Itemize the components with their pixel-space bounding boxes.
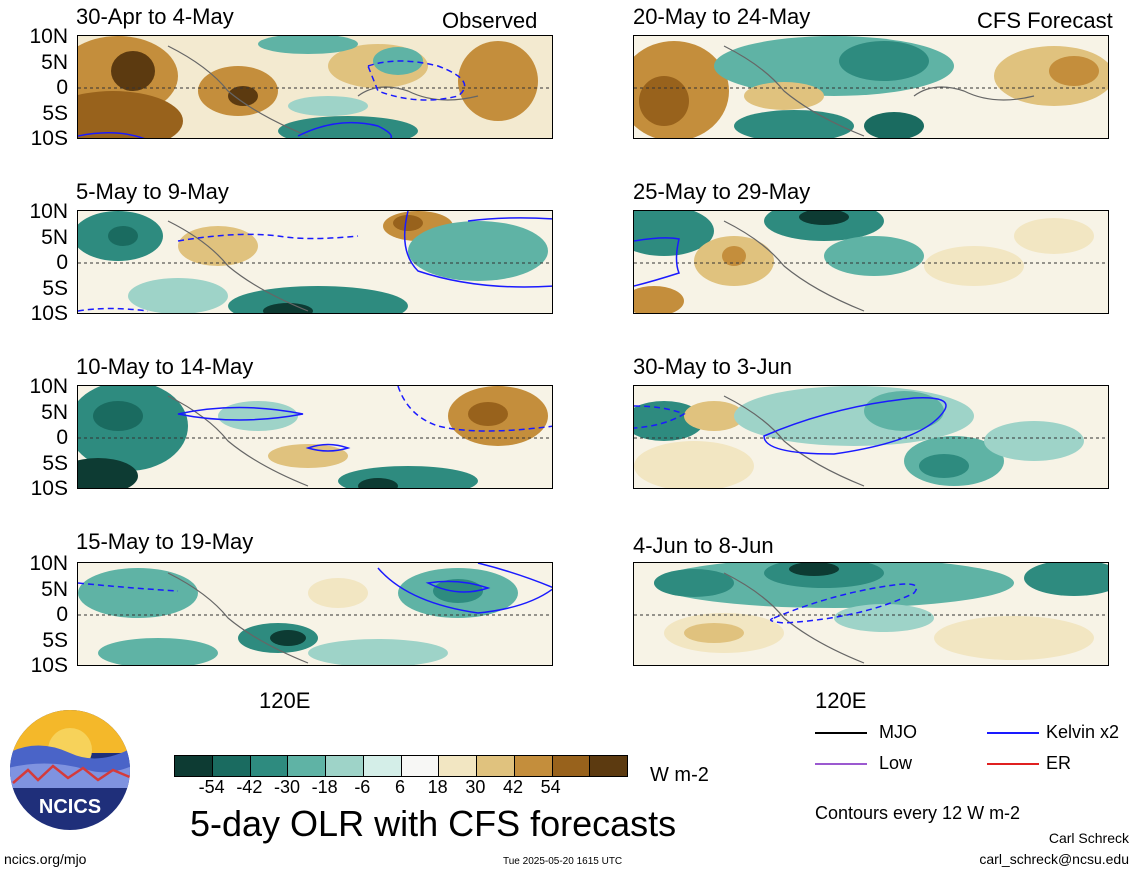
lat-label: 0 <box>56 251 68 274</box>
lat-label: 10N <box>29 200 68 223</box>
map-panel-forecast-4 <box>633 562 1109 666</box>
panel-title-3: 10-May to 14-May <box>76 354 254 379</box>
colorbar-swatch <box>211 756 250 776</box>
legend-swatch-low <box>815 763 867 765</box>
legend-swatch-kelvin <box>987 732 1039 734</box>
forecast-label: CFS Forecast <box>977 8 1113 33</box>
lat-label: 10N <box>29 375 68 398</box>
colorbar-tick-label: -30 <box>273 777 300 797</box>
lat-label: 10S <box>30 477 68 500</box>
lat-label: 0 <box>56 76 68 99</box>
author-name: Carl Schreck <box>1048 830 1129 846</box>
colorbar-swatch <box>175 756 212 776</box>
colorbar-swatch <box>249 756 288 776</box>
map-panel-observed-2 <box>77 210 553 314</box>
map-panel-observed-3 <box>77 385 553 489</box>
lat-label: 10S <box>30 127 68 150</box>
map-panel-observed-4 <box>77 562 553 666</box>
colorbar <box>174 755 628 777</box>
legend-swatch-er <box>987 763 1039 765</box>
legend-label-mjo: MJO <box>879 722 917 742</box>
colorbar-swatch <box>513 756 552 776</box>
lat-label: 5N <box>41 51 68 74</box>
lat-label: 10S <box>30 654 68 677</box>
map-panel-forecast-3 <box>633 385 1109 489</box>
lat-label: 0 <box>56 426 68 449</box>
ncics-logo: NCICS <box>8 708 132 832</box>
colorbar-swatch <box>362 756 401 776</box>
panel-title-6: 25-May to 29-May <box>633 179 811 204</box>
colorbar-tick-label: 18 <box>427 777 448 797</box>
legend-label-kelvin: Kelvin x2 <box>1046 722 1120 742</box>
colorbar-swatch <box>400 756 439 776</box>
colorbar-ticks: -54 -42 -30 -18 -6 6 18 30 42 54 <box>174 777 626 799</box>
lon-label-right: 120E <box>815 688 867 713</box>
colorbar-units: W m-2 <box>650 764 709 786</box>
panel-title-1: 30-Apr to 4-May <box>76 4 234 29</box>
colorbar-swatch <box>325 756 363 776</box>
colorbar-swatch <box>287 756 325 776</box>
lat-label: 5S <box>42 102 68 125</box>
lat-label: 5S <box>42 452 68 475</box>
lat-label: 10S <box>30 302 68 325</box>
colorbar-tick-label: -18 <box>311 777 338 797</box>
panel-title-4: 15-May to 19-May <box>76 529 254 554</box>
colorbar-tick-label: -42 <box>236 777 263 797</box>
lon-label-left: 120E <box>259 688 311 713</box>
colorbar-tick-label: 6 <box>394 777 405 797</box>
map-panel-forecast-1 <box>633 35 1109 139</box>
legend-swatch-mjo <box>815 732 867 734</box>
contours-note: Contours every 12 W m-2 <box>815 803 1021 823</box>
panel-title-8: 4-Jun to 8-Jun <box>633 533 774 558</box>
colorbar-swatch <box>589 756 627 776</box>
logo-text: NCICS <box>39 796 101 818</box>
footer-url: ncics.org/mjo <box>4 851 87 867</box>
panel-title-5: 20-May to 24-May <box>633 4 811 29</box>
colorbar-swatch <box>476 756 514 776</box>
observed-label: Observed <box>442 8 538 33</box>
map-panel-forecast-2 <box>633 210 1109 314</box>
lat-label: 10N <box>29 552 68 575</box>
panel-title-7: 30-May to 3-Jun <box>633 354 792 379</box>
main-title: 5-day OLR with CFS forecasts <box>190 803 677 844</box>
line-legend: MJO Kelvin x2 Low ER <box>815 722 1135 782</box>
map-panel-observed-1 <box>77 35 553 139</box>
legend-label-low: Low <box>879 753 913 773</box>
lat-label: 5N <box>41 578 68 601</box>
footer-timestamp: Tue 2025-05-20 1615 UTC <box>503 856 623 867</box>
colorbar-swatch <box>438 756 476 776</box>
lat-label: 5S <box>42 629 68 652</box>
colorbar-tick-label: 42 <box>502 777 524 797</box>
lat-label: 0 <box>56 603 68 626</box>
colorbar-tick-label: -54 <box>198 777 225 797</box>
lat-label: 5N <box>41 226 68 249</box>
colorbar-tick-label: 30 <box>465 777 486 797</box>
lat-label: 5N <box>41 401 68 424</box>
lat-label: 5S <box>42 277 68 300</box>
lat-label: 10N <box>29 25 68 48</box>
legend-label-er: ER <box>1046 753 1072 773</box>
author-email: carl_schreck@ncsu.edu <box>979 851 1129 867</box>
colorbar-tick-label: -6 <box>354 777 371 797</box>
panel-title-2: 5-May to 9-May <box>76 179 229 204</box>
colorbar-swatch <box>551 756 590 776</box>
colorbar-tick-label: 54 <box>540 777 561 797</box>
